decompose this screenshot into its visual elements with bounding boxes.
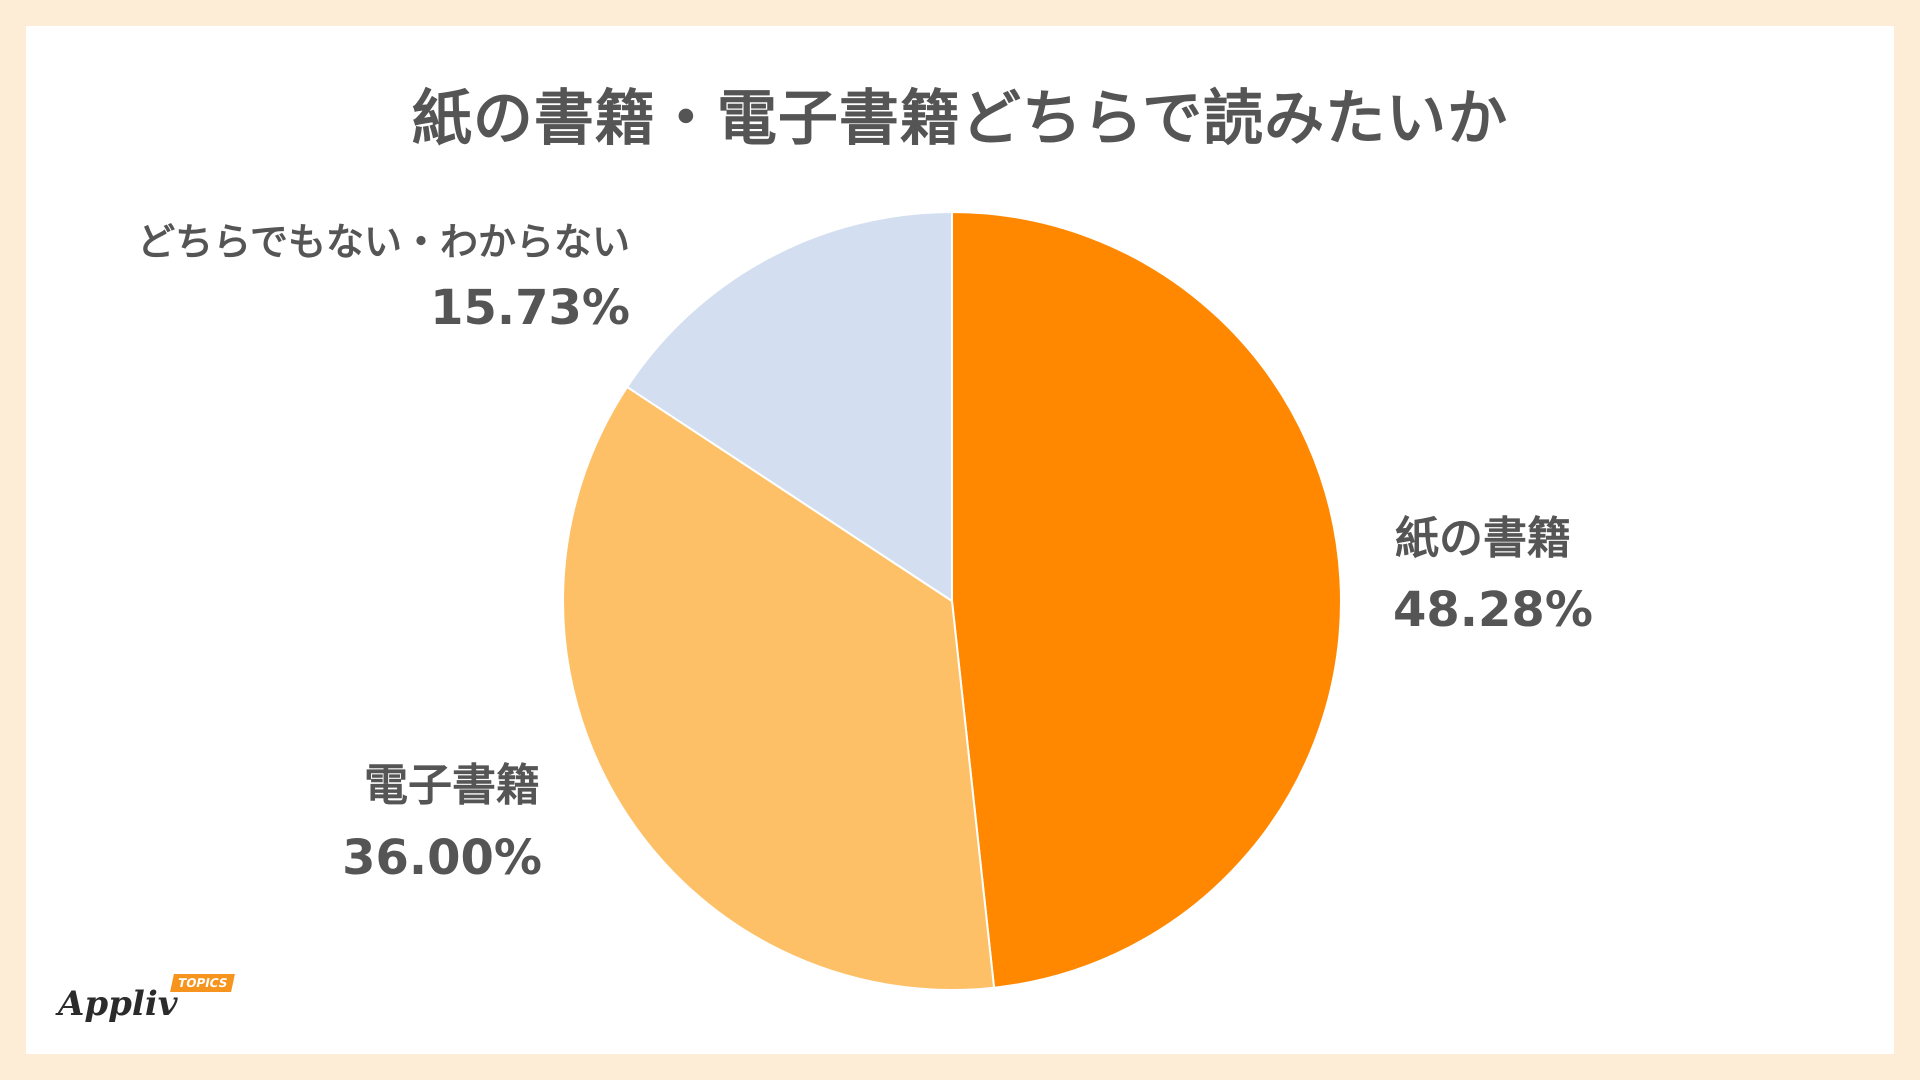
slice-label-paper: 紙の書籍 (1395, 513, 1571, 564)
slice-paper (951, 210, 1342, 989)
slice-value-ebook: 36.00% (342, 830, 542, 886)
slice-label-neither: どちらでもない・わからない (137, 220, 630, 264)
slice-value-paper: 48.28% (1393, 582, 1593, 638)
slice-label-ebook: 電子書籍 (364, 760, 540, 811)
logo-badge: TOPICS (170, 974, 236, 992)
logo-wordmark: Appliv (58, 984, 178, 1024)
slice-neither (625, 210, 953, 603)
chart-title: 紙の書籍・電子書籍どちらで読みたいか (411, 84, 1509, 154)
slice-value-neither: 15.73% (430, 280, 630, 336)
appliv-logo: Appliv TOPICS (58, 970, 258, 1030)
pie-slices (562, 210, 1342, 991)
slice-ebook (562, 385, 996, 991)
